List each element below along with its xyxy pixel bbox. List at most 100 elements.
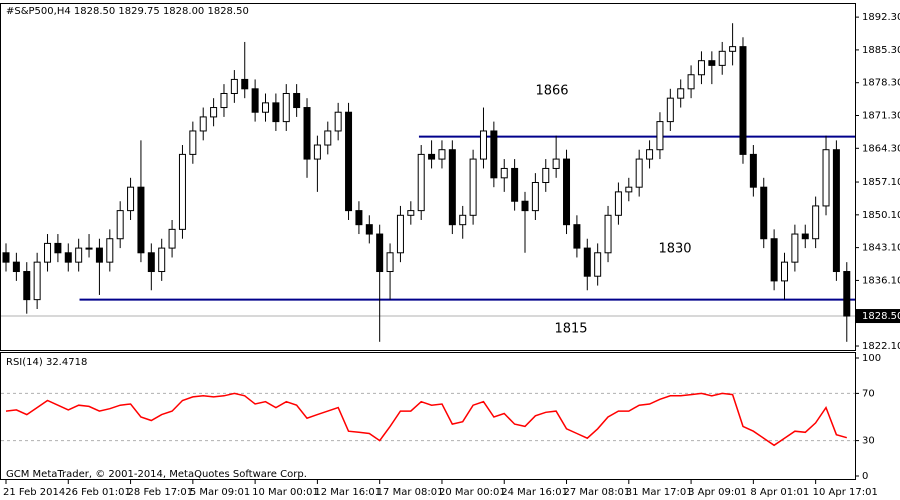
y-tick-label: 1892.30 (862, 12, 900, 23)
candle-body (293, 92, 301, 109)
candle-body (241, 78, 249, 90)
candle-body (147, 252, 155, 273)
candle-body (95, 247, 103, 263)
candle-body (85, 247, 93, 250)
x-tick-label: 5 Mar 09:01 (190, 487, 250, 498)
y-tick-label: 1857.10 (862, 177, 900, 188)
y-tick-label: 1822.10 (862, 341, 900, 352)
candle-body (843, 271, 851, 317)
candle-body (428, 153, 436, 160)
candle-body (666, 97, 674, 123)
x-tick-label: 26 Feb 01:01 (65, 487, 131, 498)
x-tick-label: 8 Apr 01:01 (750, 487, 809, 498)
y-tick-label: 1843.10 (862, 243, 900, 254)
candle-body (635, 158, 643, 188)
candle-body (178, 153, 186, 230)
candle-body (521, 200, 529, 212)
candle-body (106, 238, 114, 263)
y-tick-label: 1885.30 (862, 45, 900, 56)
candle-body (812, 205, 820, 240)
y-tick-label: 100 (862, 353, 881, 364)
candle-body (656, 121, 664, 151)
candle-body (760, 186, 768, 240)
x-tick-label: 10 Mar 00:01 (252, 487, 319, 498)
candle-body (262, 102, 269, 113)
candle-body (646, 149, 654, 160)
candle-body (2, 252, 10, 263)
candle-body (230, 78, 238, 94)
candle-body (801, 233, 809, 240)
candle-body (749, 153, 757, 188)
candle-body (594, 252, 602, 277)
candle-body (583, 247, 591, 277)
candle-body (137, 186, 145, 254)
candle-body (282, 92, 290, 123)
x-tick-label: 17 Mar 08:01 (377, 487, 444, 498)
candle-body (355, 210, 363, 226)
price-label-box (856, 309, 900, 324)
candle-body (791, 233, 799, 263)
rsi-title: RSI(14) 32.4718 (6, 357, 87, 368)
candle-body (75, 247, 83, 263)
candle-body (490, 130, 498, 179)
candle-body (272, 102, 280, 123)
candle-body (189, 130, 197, 155)
x-tick-label: 27 Mar 08:01 (564, 487, 631, 498)
candle-body (614, 191, 622, 216)
chart-title: #S&P500,H4 1828.50 1829.75 1828.00 1828.… (6, 6, 249, 17)
candle-body (158, 247, 166, 273)
rsi-frame (0, 352, 856, 480)
candle-body (220, 92, 228, 109)
annotation: 1815 (554, 322, 587, 337)
candle-body (210, 107, 218, 118)
candle-body (832, 149, 840, 273)
candle-body (739, 46, 747, 155)
candle-body (303, 107, 311, 160)
price-label: 1828.50 (862, 311, 900, 322)
candle-body (708, 60, 716, 66)
candle-body (687, 74, 695, 90)
candle-body (407, 210, 415, 216)
main-frame (0, 3, 856, 351)
candle-body (729, 46, 737, 52)
candle-body (199, 116, 207, 132)
y-tick-label: 30 (862, 436, 875, 447)
y-tick-label: 1871.30 (862, 111, 900, 122)
candle-body (334, 111, 342, 132)
candle-body (64, 252, 72, 263)
x-tick-label: 28 Feb 17:01 (128, 487, 194, 498)
footer: GCM MetaTrader, © 2001-2014, MetaQuotes … (6, 469, 307, 480)
y-tick-label: 70 (862, 388, 875, 399)
candle-body (563, 158, 571, 226)
candle-body (531, 182, 539, 212)
y-tick-label: 1850.10 (862, 210, 900, 221)
candle-body (448, 149, 456, 226)
candle-body (33, 261, 41, 301)
candle-body (770, 238, 778, 282)
candle-body (677, 88, 685, 99)
candle-body (23, 271, 31, 301)
candle-body (469, 158, 477, 216)
candle-body (542, 167, 550, 184)
candle-body (697, 60, 705, 76)
candle-body (324, 130, 332, 146)
y-tick-label: 1878.30 (862, 78, 900, 89)
rsi-line (5, 392, 848, 447)
candle-body (479, 130, 487, 160)
candle-body (168, 228, 176, 249)
y-tick-label: 0 (862, 471, 868, 482)
candle-body (44, 242, 52, 263)
y-tick-label: 1864.30 (862, 143, 900, 154)
candle-body (313, 144, 321, 160)
candle-body (459, 214, 467, 226)
x-tick-label: 10 Apr 17:01 (813, 487, 878, 498)
candle-body (54, 242, 62, 254)
candle-body (345, 111, 353, 212)
candle-body (438, 149, 446, 160)
candle-body (511, 167, 519, 202)
x-tick-label: 3 Apr 09:01 (688, 487, 747, 498)
candle-body (573, 224, 581, 249)
candle-body (625, 186, 633, 193)
